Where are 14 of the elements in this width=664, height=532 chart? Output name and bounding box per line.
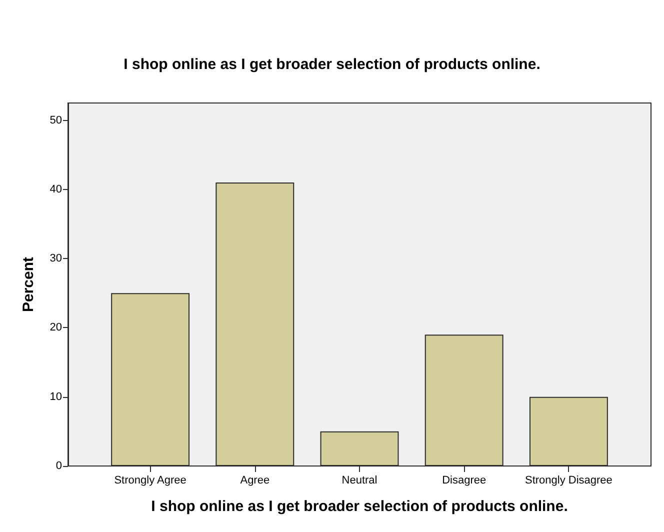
chart-title: I shop online as I get broader selection of products online. xyxy=(124,56,540,73)
x-tick-label: Neutral xyxy=(342,474,378,486)
x-axis-title: I shop online as I get broader selection of products online. xyxy=(151,498,568,515)
y-axis-title: Percent xyxy=(20,256,37,312)
y-tick-label: 40 xyxy=(50,183,62,196)
y-tick-label: 20 xyxy=(50,322,62,334)
x-tick-label: Strongly Agree xyxy=(114,474,186,486)
y-tick-label: 10 xyxy=(50,390,62,403)
y-tick-label: 50 xyxy=(50,114,62,126)
y-tick-label: 0 xyxy=(56,460,62,472)
x-tick-label: Disagree xyxy=(442,474,486,486)
y-tick-label: 30 xyxy=(50,252,62,265)
x-tick-label: Agree xyxy=(240,474,270,486)
x-tick-label: Strongly Disagree xyxy=(524,474,612,486)
